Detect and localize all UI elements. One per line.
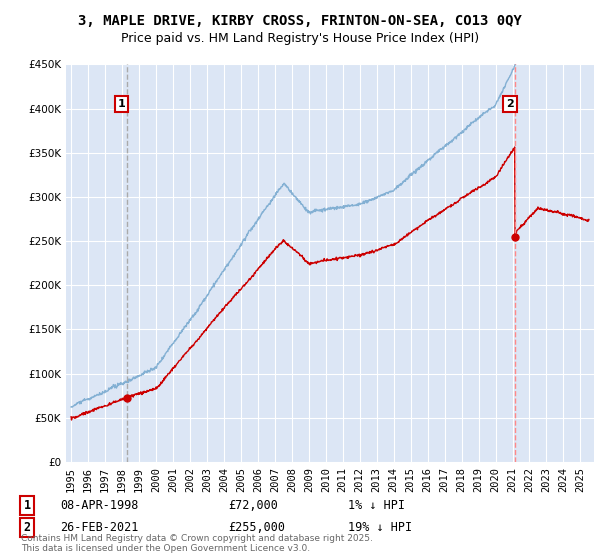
Text: 1: 1 bbox=[118, 99, 125, 109]
Text: £72,000: £72,000 bbox=[228, 498, 278, 512]
Text: Price paid vs. HM Land Registry's House Price Index (HPI): Price paid vs. HM Land Registry's House … bbox=[121, 32, 479, 45]
Text: 08-APR-1998: 08-APR-1998 bbox=[60, 498, 139, 512]
Text: 3, MAPLE DRIVE, KIRBY CROSS, FRINTON-ON-SEA, CO13 0QY: 3, MAPLE DRIVE, KIRBY CROSS, FRINTON-ON-… bbox=[78, 14, 522, 28]
Text: 2: 2 bbox=[23, 521, 31, 534]
Text: 1% ↓ HPI: 1% ↓ HPI bbox=[348, 498, 405, 512]
Text: 19% ↓ HPI: 19% ↓ HPI bbox=[348, 521, 412, 534]
Text: 2: 2 bbox=[506, 99, 514, 109]
Text: £255,000: £255,000 bbox=[228, 521, 285, 534]
Text: Contains HM Land Registry data © Crown copyright and database right 2025.
This d: Contains HM Land Registry data © Crown c… bbox=[21, 534, 373, 553]
Text: 1: 1 bbox=[23, 498, 31, 512]
Text: 26-FEB-2021: 26-FEB-2021 bbox=[60, 521, 139, 534]
